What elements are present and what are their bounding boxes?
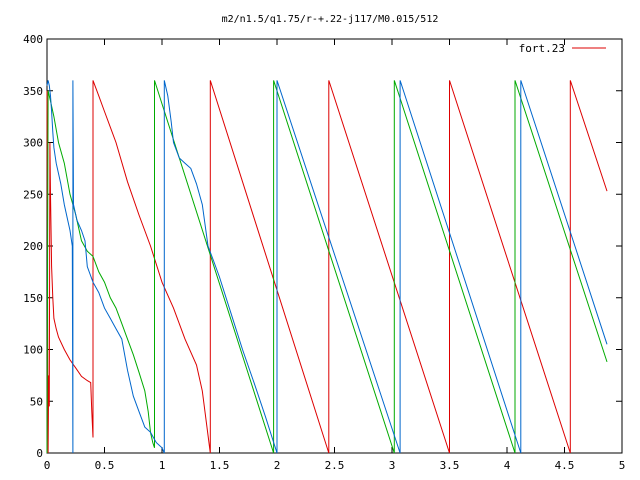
x-tick-label: 0.5 [95,459,115,472]
y-tick-label: 50 [30,395,43,408]
y-tick-label: 400 [23,33,43,46]
legend-label: fort.23 [519,42,565,55]
x-tick-label: 2.5 [325,459,345,472]
series-line-1 [46,80,608,454]
x-tick-label: 0 [44,459,51,472]
x-tick-label: 1.5 [210,459,230,472]
series-line-2 [46,80,608,454]
x-tick-label: 4.5 [555,459,575,472]
plot-frame [46,38,623,454]
y-tick-label: 0 [36,447,43,460]
x-tick-label: 2 [274,459,281,472]
x-tick-label: 3 [389,459,396,472]
series-layer [46,80,608,454]
legend: fort.23 [519,42,606,55]
x-tick-label: 3.5 [440,459,460,472]
y-tick-label: 150 [23,292,43,305]
x-tick-label: 5 [619,459,626,472]
chart-title: m2/n1.5/q1.75/r-+.22-j117/M0.015/512 [222,14,439,25]
y-tick-label: 300 [23,137,43,150]
y-tick-label: 250 [23,188,43,201]
x-tick-label: 4 [504,459,511,472]
y-tick-label: 100 [23,344,43,357]
series-line-3 [46,80,608,454]
y-axis: 0 50 100 150 200 250 300 350 400 [23,33,622,460]
y-tick-label: 350 [23,85,43,98]
y-tick-label: 200 [23,240,43,253]
x-tick-label: 1 [159,459,166,472]
